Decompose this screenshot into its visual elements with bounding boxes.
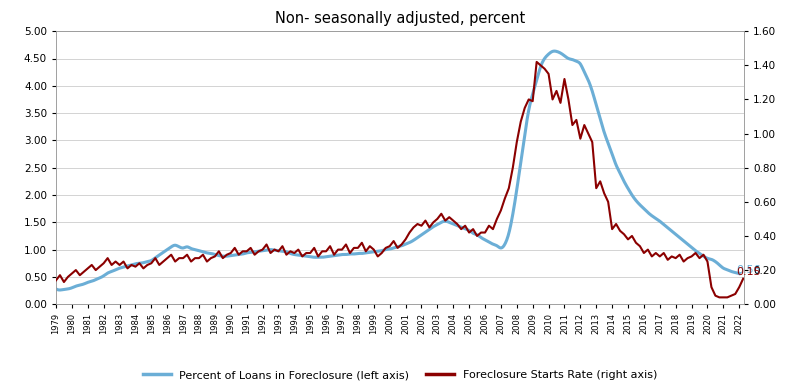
Foreclosure Starts Rate (right axis) [59, 280, 69, 284]
Percent of Loans in Foreclosure (left axis) [54, 288, 64, 292]
Foreclosure Starts Rate (right axis) [79, 269, 89, 274]
Foreclosure Starts Rate (right axis) [122, 266, 132, 271]
Foreclosure Starts Rate (right axis) [504, 186, 514, 191]
Percent of Loans in Foreclosure (left axis) [521, 125, 530, 130]
Percent of Loans in Foreclosure (left axis) [734, 271, 744, 276]
Text: 0.56: 0.56 [736, 265, 761, 275]
Percent of Loans in Foreclosure (left axis) [598, 124, 607, 129]
Line: Percent of Loans in Foreclosure (left axis): Percent of Loans in Foreclosure (left ax… [56, 51, 739, 290]
Text: 0.15: 0.15 [736, 267, 761, 277]
Percent of Loans in Foreclosure (left axis) [550, 49, 559, 53]
Line: Foreclosure Starts Rate (right axis): Foreclosure Starts Rate (right axis) [56, 62, 743, 298]
Percent of Loans in Foreclosure (left axis) [328, 254, 338, 258]
Foreclosure Starts Rate (right axis) [51, 278, 61, 283]
Legend: Percent of Loans in Foreclosure (left axis), Foreclosure Starts Rate (right axis: Percent of Loans in Foreclosure (left ax… [138, 365, 662, 385]
Percent of Loans in Foreclosure (left axis) [51, 287, 61, 291]
Percent of Loans in Foreclosure (left axis) [353, 251, 362, 256]
Percent of Loans in Foreclosure (left axis) [586, 83, 595, 87]
Percent of Loans in Foreclosure (left axis) [122, 264, 131, 269]
Foreclosure Starts Rate (right axis) [738, 276, 748, 281]
Title: Non- seasonally adjusted, percent: Non- seasonally adjusted, percent [275, 11, 525, 26]
Foreclosure Starts Rate (right axis) [714, 295, 724, 300]
Foreclosure Starts Rate (right axis) [564, 97, 574, 102]
Foreclosure Starts Rate (right axis) [532, 60, 542, 64]
Foreclosure Starts Rate (right axis) [421, 218, 430, 223]
